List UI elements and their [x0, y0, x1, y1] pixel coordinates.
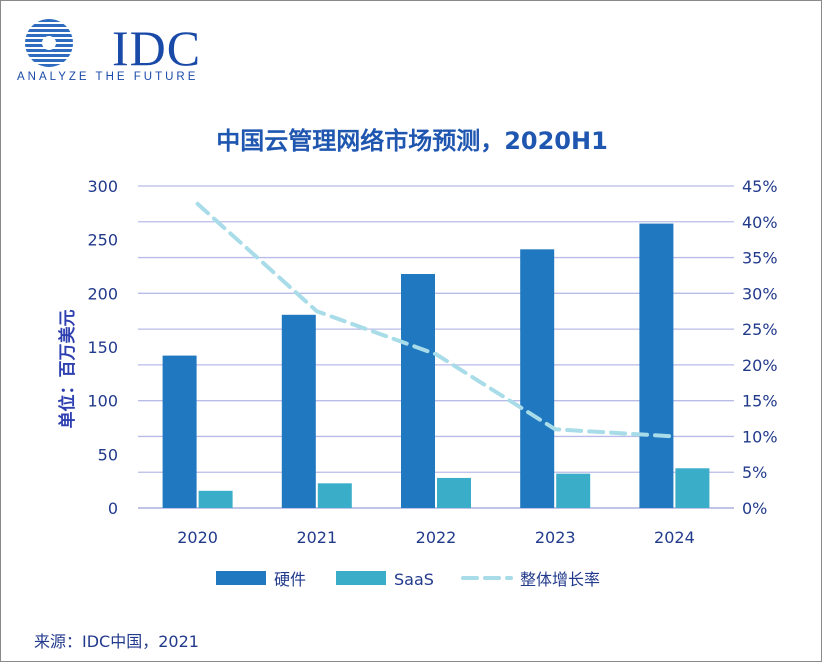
- legend-label-growth: 整体增长率: [520, 570, 600, 589]
- y2-tick-label: 30%: [742, 284, 778, 303]
- y2-tick-label: 15%: [742, 392, 778, 411]
- bar-hardware: [162, 355, 197, 508]
- y2-tick-label: 20%: [742, 356, 778, 375]
- y-tick-label: 300: [87, 177, 118, 196]
- bar-saas: [437, 477, 471, 508]
- idc-logo: IDC ANALYZE THE FUTURE: [15, 13, 215, 87]
- y-tick-label: 250: [87, 231, 118, 250]
- x-tick-label: 2023: [535, 528, 576, 547]
- logo-tagline: ANALYZE THE FUTURE: [17, 71, 199, 83]
- y2-tick-label: 0%: [742, 499, 767, 518]
- bar-saas: [198, 490, 233, 508]
- x-tick-label: 2022: [416, 528, 457, 547]
- y-tick-label: 50: [98, 445, 118, 464]
- y2-tick-label: 45%: [742, 177, 778, 196]
- y-tick-label: 200: [87, 284, 118, 303]
- legend-swatch-saas: [336, 571, 386, 585]
- bar-saas: [556, 473, 591, 508]
- legend-label-hardware: 硬件: [274, 570, 306, 589]
- y-tick-label: 0: [108, 499, 118, 518]
- bar-saas: [317, 483, 352, 508]
- y2-tick-label: 40%: [742, 213, 778, 232]
- bar-hardware: [401, 274, 435, 508]
- y2-tick-label: 5%: [742, 463, 767, 482]
- bar-hardware: [281, 314, 316, 508]
- bar-hardware: [520, 249, 555, 508]
- globe-icon: [25, 19, 73, 67]
- x-tick-label: 2024: [654, 528, 695, 547]
- source-note: 来源：IDC中国，2021: [34, 632, 199, 651]
- y-tick-label: 100: [87, 392, 118, 411]
- y-axis-label: 单位：百万美元: [57, 310, 78, 429]
- y2-tick-label: 35%: [742, 249, 778, 268]
- bar-saas: [675, 468, 710, 508]
- x-tick-label: 2021: [296, 528, 337, 547]
- bar-hardware: [639, 223, 674, 509]
- y2-tick-label: 10%: [742, 427, 778, 446]
- legend-label-saas: SaaS: [394, 570, 434, 589]
- y2-tick-label: 25%: [742, 320, 778, 339]
- chart-title: 中国云管理网络市场预测，2020H1: [216, 127, 608, 155]
- growth-line: [195, 201, 677, 439]
- legend-swatch-hardware: [216, 571, 266, 585]
- logo-wordmark: IDC: [112, 20, 202, 76]
- y-tick-label: 150: [87, 338, 118, 357]
- x-tick-label: 2020: [177, 528, 218, 547]
